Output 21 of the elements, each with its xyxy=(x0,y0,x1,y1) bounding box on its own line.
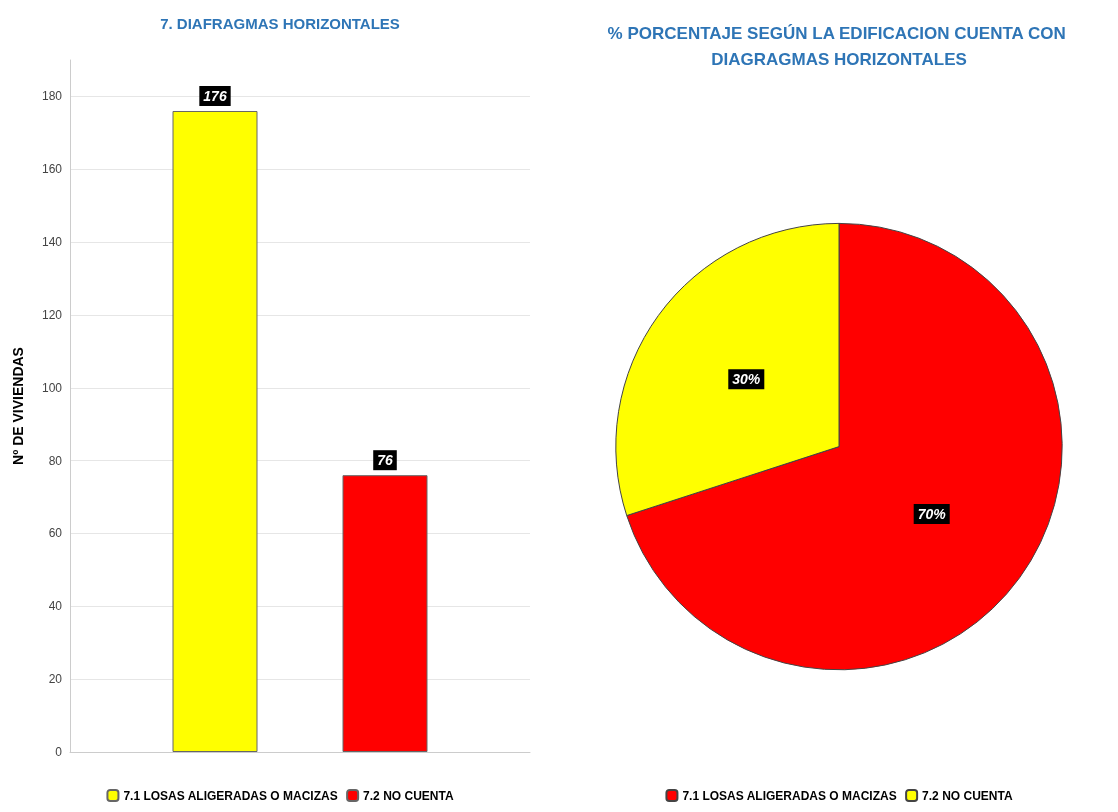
legend-label: 7.2 NO CUENTA xyxy=(922,788,1013,803)
y-axis-title: Nº DE VIVIENDAS xyxy=(10,347,26,465)
legend-label: 7.1 LOSAS ALIGERADAS O MACIZAS xyxy=(123,788,338,803)
chart-title: % PORCENTAJE SEGÚN LA EDIFICACION CUENTA CON DIAGRAGMAS HORIZONTALES xyxy=(607,23,1071,69)
y-tick-label: 40 xyxy=(48,599,63,614)
data-label: 176 xyxy=(203,87,227,104)
y-tick-label: 20 xyxy=(48,672,63,687)
y-tick-label: 0 xyxy=(55,745,63,759)
y-tick-label: 80 xyxy=(48,453,63,468)
legend-label: 7.1 LOSAS ALIGERADAS O MACIZAS xyxy=(682,788,897,803)
y-tick-label: 120 xyxy=(41,307,63,322)
y-tick-label: 160 xyxy=(41,162,63,177)
data-label: 70% xyxy=(917,505,947,522)
chart-title: 7. DIAFRAGMAS HORIZONTALES xyxy=(160,14,400,32)
y-tick-label: 140 xyxy=(41,235,63,250)
legend-label: 7.2 NO CUENTA xyxy=(363,788,454,803)
data-label: 76 xyxy=(377,452,393,469)
data-label: 30% xyxy=(732,371,761,388)
y-tick-label: 60 xyxy=(48,526,63,541)
y-tick-label: 100 xyxy=(41,380,63,395)
y-tick-label: 180 xyxy=(41,89,63,104)
